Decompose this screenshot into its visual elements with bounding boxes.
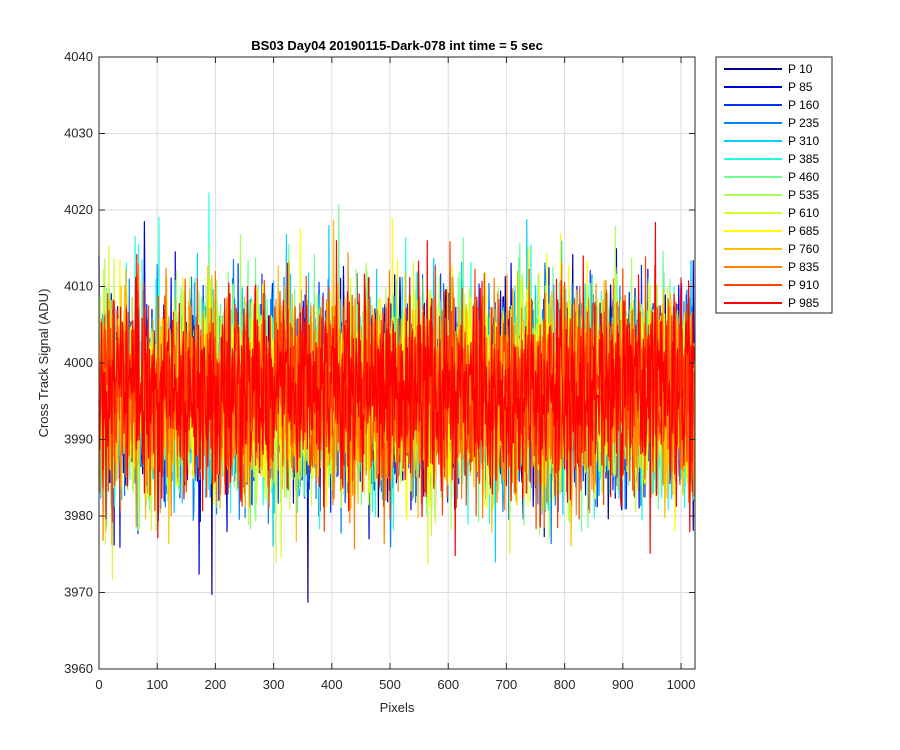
y-tick-label: 4010 [64, 279, 93, 294]
legend-entry: P 85 [724, 80, 813, 94]
x-tick-label: 700 [496, 677, 518, 692]
legend-label: P 460 [788, 170, 819, 184]
legend-entry: P 910 [724, 278, 819, 292]
y-tick-label: 3980 [64, 508, 93, 523]
y-tick-label: 4040 [64, 49, 93, 64]
legend-label: P 685 [788, 224, 819, 238]
legend-label: P 235 [788, 116, 819, 130]
x-tick-label: 100 [146, 677, 168, 692]
series-group [98, 192, 696, 603]
legend-entry: P 310 [724, 134, 819, 148]
legend-label: P 85 [788, 80, 813, 94]
legend-entry: P 610 [724, 206, 819, 220]
legend: P 10 P 85 P 160 P 235 P 310 P 385 P 460 P 535 P … [715, 56, 833, 314]
x-axis-label: Pixels [380, 700, 415, 715]
y-tick-label: 4000 [64, 355, 93, 370]
series-line-p-985 [98, 221, 696, 557]
legend-label: P 310 [788, 134, 819, 148]
legend-label: P 610 [788, 206, 819, 220]
legend-label: P 385 [788, 152, 819, 166]
legend-entry: P 535 [724, 188, 819, 202]
legend-label: P 760 [788, 242, 819, 256]
x-tick-label: 0 [95, 677, 102, 692]
legend-entry: P 760 [724, 242, 819, 256]
legend-label: P 835 [788, 260, 819, 274]
legend-box [715, 56, 833, 314]
legend-label: P 985 [788, 296, 819, 310]
legend-label: P 10 [788, 62, 813, 76]
legend-entry: P 160 [724, 98, 819, 112]
x-tick-label: 900 [612, 677, 634, 692]
chart-title: BS03 Day04 20190115-Dark-078 int time = … [251, 38, 543, 53]
legend-entry: P 235 [724, 116, 819, 130]
legend-label: P 160 [788, 98, 819, 112]
legend-entry: P 10 [724, 62, 813, 76]
legend-entry: P 460 [724, 170, 819, 184]
x-tick-label: 1000 [667, 677, 696, 692]
x-tick-label: 600 [437, 677, 459, 692]
plot-area: 0 100 200 300 400 500 600 700 800 900 1000 3960 397… [64, 49, 696, 692]
legend-entry: P 835 [724, 260, 819, 274]
y-tick-label: 4030 [64, 126, 93, 141]
y-tick-label: 3960 [64, 661, 93, 676]
x-tick-label: 200 [205, 677, 227, 692]
x-tick-label: 300 [263, 677, 285, 692]
x-tick-label: 400 [321, 677, 343, 692]
x-axis: 0 100 200 300 400 500 600 700 800 900 1000 [95, 57, 695, 692]
legend-label: P 910 [788, 278, 819, 292]
legend-entry: P 385 [724, 152, 819, 166]
legend-label: P 535 [788, 188, 819, 202]
legend-entry: P 985 [724, 296, 819, 310]
y-axis-label: Cross Track Signal (ADU) [36, 289, 51, 438]
x-tick-label: 800 [554, 677, 576, 692]
y-tick-label: 3970 [64, 585, 93, 600]
y-tick-label: 3990 [64, 432, 93, 447]
legend-entry: P 685 [724, 224, 819, 238]
x-tick-label: 500 [379, 677, 401, 692]
y-tick-label: 4020 [64, 202, 93, 217]
y-axis: 3960 3970 3980 3990 4000 4010 4020 4030 4040 [64, 49, 695, 676]
